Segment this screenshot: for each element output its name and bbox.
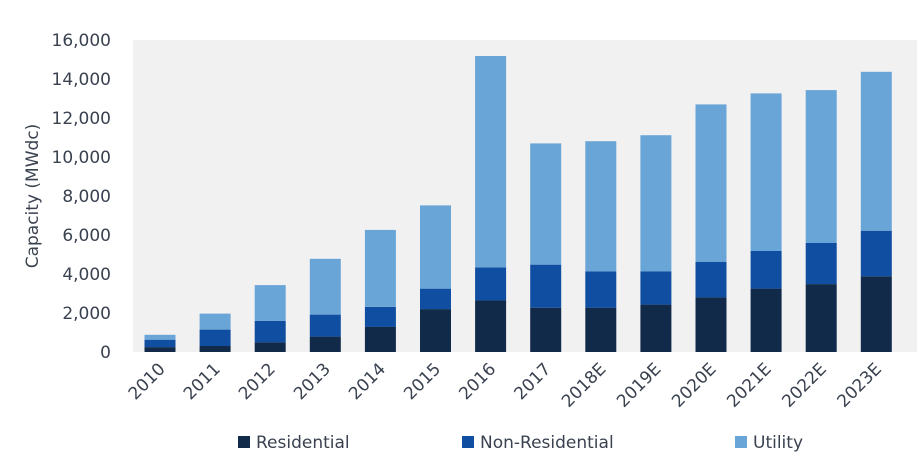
bar-utility-2021e <box>750 93 782 252</box>
y-tick-label: 8,000 <box>62 187 111 207</box>
bar-non-residential-2012 <box>254 320 286 343</box>
x-tick-label: 2023E <box>833 359 885 411</box>
y-axis-label: Capacity (MWdc) <box>23 124 43 269</box>
bar-utility-2020e <box>695 104 727 262</box>
legend-swatch <box>462 436 474 448</box>
bar-utility-2017 <box>530 143 562 265</box>
bar-residential-2016 <box>475 300 507 352</box>
legend-item-utility: Utility <box>735 433 803 453</box>
y-tick-label: 0 <box>100 343 111 363</box>
bar-non-residential-2011 <box>199 329 231 346</box>
bar-non-residential-2017 <box>530 264 562 308</box>
bar-residential-2023e <box>860 276 892 352</box>
x-tick-label: 2014 <box>345 359 390 404</box>
bar-residential-2018e <box>585 307 617 352</box>
bar-non-residential-2013 <box>309 314 341 337</box>
y-tick-label: 6,000 <box>62 226 111 246</box>
bar-utility-2015 <box>420 205 451 289</box>
bar-residential-2021e <box>750 288 782 352</box>
bar-non-residential-2015 <box>420 288 451 310</box>
bar-utility-2022e <box>805 90 837 243</box>
bar-non-residential-2022e <box>805 243 837 285</box>
y-tick-label: 16,000 <box>52 31 111 51</box>
bar-residential-2014 <box>364 326 396 352</box>
bar-non-residential-2016 <box>475 267 507 301</box>
bar-utility-2012 <box>254 285 286 321</box>
bar-utility-2014 <box>364 229 396 307</box>
y-tick-label: 10,000 <box>52 148 111 168</box>
x-tick-label: 2021E <box>723 359 775 411</box>
bar-utility-2010 <box>144 334 176 340</box>
bar-non-residential-2021e <box>750 251 782 289</box>
x-tick-label: 2020E <box>668 359 720 411</box>
bar-utility-2019e <box>640 135 672 272</box>
bar-non-residential-2019e <box>640 271 672 305</box>
bar-residential-2020e <box>695 297 727 352</box>
x-tick-label: 2019E <box>613 359 665 411</box>
y-tick-label: 14,000 <box>52 70 111 90</box>
bar-utility-2018e <box>585 141 617 272</box>
x-tick-label: 2016 <box>455 359 500 404</box>
bar-utility-2013 <box>309 258 341 315</box>
bar-residential-2012 <box>254 342 286 352</box>
bar-residential-2017 <box>530 307 562 352</box>
x-tick-label: 2010 <box>125 359 170 404</box>
legend-swatch <box>238 436 250 448</box>
bar-utility-2016 <box>475 56 507 268</box>
bar-non-residential-2014 <box>364 306 396 327</box>
bar-residential-2022e <box>805 284 837 352</box>
x-tick-label: 2015 <box>400 359 445 404</box>
bar-non-residential-2020e <box>695 261 727 298</box>
legend: Residential Non-Residential Utility <box>238 433 803 453</box>
legend-label: Residential <box>256 433 350 453</box>
bar-residential-2010 <box>144 347 176 352</box>
legend-swatch <box>735 436 747 448</box>
bar-non-residential-2023e <box>860 230 892 277</box>
y-tick-labels: 0 2,000 4,000 6,000 8,000 10,000 12,000 14,000 1… <box>52 31 111 363</box>
x-tick-label: 2017 <box>511 359 556 404</box>
legend-label: Non-Residential <box>480 433 614 453</box>
y-tick-label: 4,000 <box>62 265 111 285</box>
x-tick-label: 2013 <box>290 359 335 404</box>
y-tick-label: 2,000 <box>62 304 111 324</box>
legend-label: Utility <box>753 433 803 453</box>
bar-non-residential-2018e <box>585 271 617 308</box>
x-tick-labels: 2010 2011 2012 2013 2014 2015 2016 2017 2018E 201… <box>125 359 886 411</box>
x-tick-label: 2011 <box>180 359 225 404</box>
x-tick-label: 2018E <box>558 359 610 411</box>
bar-non-residential-2010 <box>144 339 176 348</box>
bar-utility-2011 <box>199 313 231 330</box>
bar-residential-2011 <box>199 346 231 352</box>
bar-residential-2013 <box>309 336 341 352</box>
bars-layer <box>144 56 892 352</box>
bar-utility-2023e <box>860 71 892 231</box>
x-tick-label: 2022E <box>778 359 830 411</box>
legend-item-residential: Residential <box>238 433 350 453</box>
y-tick-label: 12,000 <box>52 109 111 129</box>
bar-residential-2019e <box>640 304 672 352</box>
legend-item-non-residential: Non-Residential <box>462 433 614 453</box>
plot-area <box>133 40 917 352</box>
bar-residential-2015 <box>420 309 451 352</box>
x-tick-label: 2012 <box>235 359 280 404</box>
